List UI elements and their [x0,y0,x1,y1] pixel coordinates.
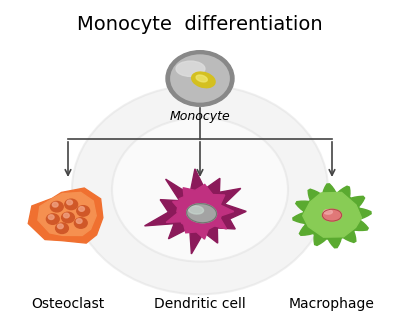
Circle shape [56,223,68,233]
Circle shape [58,224,63,229]
Circle shape [67,200,72,205]
Polygon shape [166,184,234,239]
Polygon shape [38,192,96,235]
Ellipse shape [187,204,216,223]
Polygon shape [293,184,371,248]
Circle shape [52,202,58,207]
Circle shape [77,206,90,216]
Text: Dendritic cell: Dendritic cell [154,297,246,311]
Circle shape [166,51,234,106]
Ellipse shape [196,75,207,82]
Circle shape [74,218,87,228]
Ellipse shape [322,209,342,221]
Circle shape [48,215,54,219]
Ellipse shape [176,61,205,77]
Circle shape [46,214,59,224]
Polygon shape [177,193,222,230]
Circle shape [72,85,328,294]
Circle shape [50,201,63,212]
Circle shape [62,212,74,223]
Circle shape [112,118,288,262]
Circle shape [64,213,69,218]
Text: Macrophage: Macrophage [289,297,375,311]
Text: Monocyte: Monocyte [170,110,230,123]
Circle shape [169,53,231,104]
Ellipse shape [192,72,215,88]
Polygon shape [144,169,246,254]
Polygon shape [28,188,103,243]
Text: Monocyte  differentiation: Monocyte differentiation [77,15,323,34]
Circle shape [76,219,82,223]
Polygon shape [303,193,362,237]
Circle shape [79,207,84,211]
Ellipse shape [324,210,332,214]
Text: Osteoclast: Osteoclast [31,297,105,311]
Circle shape [65,199,78,210]
Ellipse shape [188,206,204,214]
